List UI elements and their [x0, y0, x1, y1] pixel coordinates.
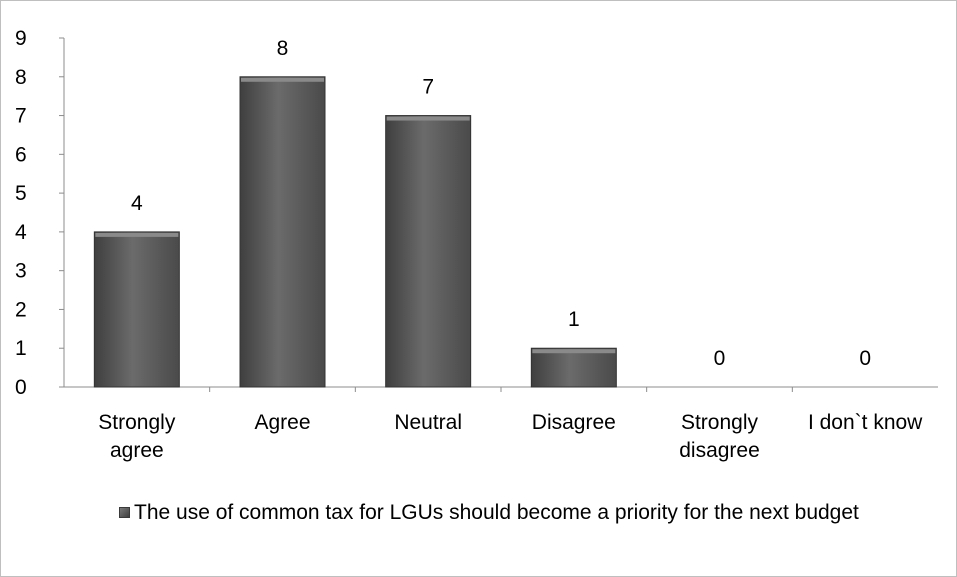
- bar: [385, 115, 472, 388]
- x-category-label: Strongly agree: [98, 411, 176, 462]
- y-tick-label: 6: [15, 143, 27, 166]
- y-tick-label: 9: [15, 27, 27, 50]
- x-axis: Strongly agree Agree Neutral Disagree Strongl…: [64, 386, 938, 462]
- data-label: 7: [422, 76, 434, 99]
- x-category-label: Disagree: [532, 411, 616, 434]
- y-tick-label: 0: [15, 376, 27, 399]
- y-tick-label: 3: [15, 260, 27, 283]
- y-tick-label: 2: [15, 298, 27, 321]
- data-labels: 4 8 7 1 0 0: [131, 37, 871, 370]
- x-category-label-line: Strongly: [681, 411, 759, 434]
- bar: [239, 76, 326, 388]
- bar-highlight: [532, 349, 616, 354]
- x-category-label-line: disagree: [679, 439, 760, 462]
- bar-highlight: [386, 116, 470, 121]
- x-category-label-line: Strongly: [98, 411, 176, 434]
- data-label: 8: [277, 37, 289, 60]
- x-category-label-line: Agree: [254, 411, 310, 434]
- bars: [93, 76, 617, 388]
- x-category-label-line: Neutral: [394, 411, 462, 434]
- data-label: 4: [131, 192, 143, 215]
- x-category-label-line: agree: [110, 439, 164, 462]
- y-tick-label: 1: [15, 337, 27, 360]
- bar-chart: 0 1 2 3 4 5 6 7 8 9 Strongly agree Agree Neutral Disa…: [15, 27, 938, 462]
- data-label: 0: [859, 347, 871, 370]
- bar: [93, 231, 180, 388]
- x-category-label: Strongly disagree: [679, 411, 760, 462]
- y-tick-label: 8: [15, 66, 27, 89]
- x-category-label: Neutral: [394, 411, 462, 434]
- y-tick-label: 7: [15, 105, 27, 128]
- y-tick-label: 5: [15, 182, 27, 205]
- data-label: 1: [568, 308, 580, 331]
- y-axis: 0 1 2 3 4 5 6 7 8 9: [15, 27, 65, 399]
- bar-highlight: [95, 232, 179, 237]
- legend-label: The use of common tax for LGUs should be…: [134, 501, 859, 524]
- data-label: 0: [714, 347, 726, 370]
- y-tick-label: 4: [15, 221, 27, 244]
- legend-swatch-icon: [119, 507, 130, 518]
- bar-highlight: [241, 77, 324, 82]
- x-category-label: I don`t know: [808, 411, 923, 434]
- x-category-label-line: I don`t know: [808, 411, 923, 434]
- x-category-label-line: Disagree: [532, 411, 616, 434]
- x-category-label: Agree: [254, 411, 310, 434]
- bar: [530, 347, 617, 388]
